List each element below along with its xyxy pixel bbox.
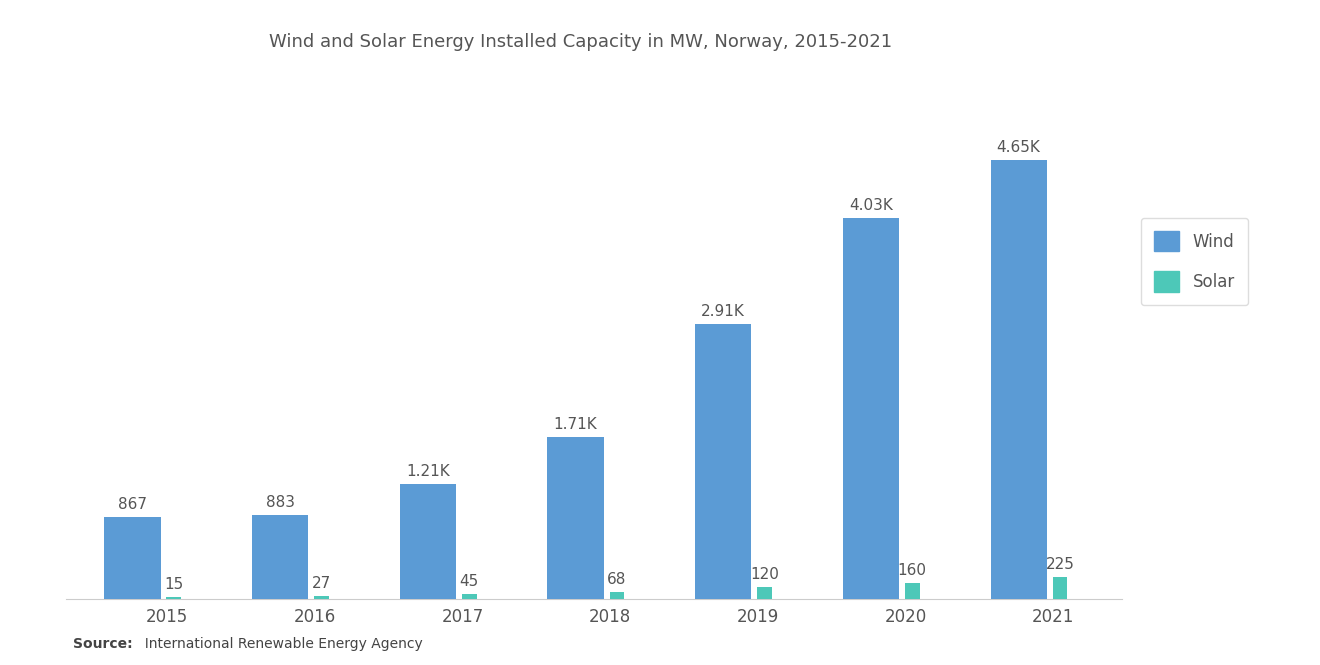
Text: 45: 45 (459, 574, 479, 589)
Bar (400, 484, 455, 598)
Text: 15: 15 (164, 577, 183, 592)
Text: 883: 883 (265, 495, 294, 510)
Text: 867: 867 (117, 497, 147, 511)
Bar (990, 160, 1047, 598)
Bar (906, 583, 920, 598)
Text: 1.21K: 1.21K (407, 464, 450, 479)
Bar (610, 592, 624, 598)
Text: 2.91K: 2.91K (701, 304, 746, 319)
Text: 4.03K: 4.03K (849, 198, 892, 213)
Bar (252, 515, 308, 598)
Text: 27: 27 (312, 576, 331, 591)
Text: Wind and Solar Energy Installed Capacity in MW, Norway, 2015-2021: Wind and Solar Energy Installed Capacity… (269, 33, 892, 51)
Text: International Renewable Energy Agency: International Renewable Energy Agency (136, 637, 422, 652)
Text: 160: 160 (898, 563, 927, 579)
Text: 68: 68 (607, 572, 627, 587)
Text: 4.65K: 4.65K (997, 140, 1040, 155)
Bar (843, 218, 899, 598)
Bar (166, 597, 181, 598)
Bar (1052, 577, 1068, 598)
Bar (696, 324, 751, 598)
Legend: Wind, Solar: Wind, Solar (1140, 218, 1249, 305)
Text: Source:: Source: (73, 637, 132, 652)
Bar (314, 596, 329, 598)
Bar (104, 517, 161, 598)
Bar (462, 595, 477, 598)
Bar (758, 587, 772, 599)
Text: 225: 225 (1045, 557, 1074, 572)
Text: 1.71K: 1.71K (553, 417, 598, 432)
Text: 120: 120 (750, 567, 779, 582)
Bar (548, 437, 603, 598)
